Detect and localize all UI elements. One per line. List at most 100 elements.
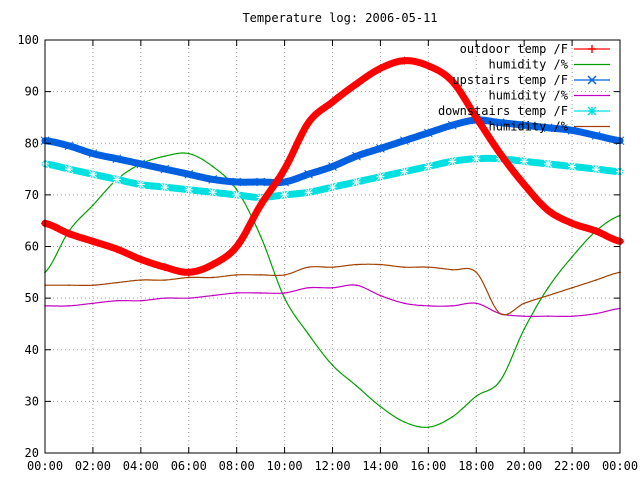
x-tick-label: 00:00 — [602, 459, 638, 473]
data-point — [400, 136, 409, 146]
data-point — [471, 154, 481, 164]
data-point — [451, 416, 454, 418]
point-marker — [280, 190, 289, 200]
point-marker — [520, 180, 529, 189]
data-point — [307, 287, 310, 289]
x-tick-label: 12:00 — [314, 459, 350, 473]
data-point — [519, 120, 529, 130]
data-point — [259, 235, 262, 237]
point-marker — [568, 219, 577, 228]
data-point — [163, 155, 166, 157]
series-6 — [44, 263, 621, 316]
point-marker — [423, 128, 433, 138]
data-point — [211, 294, 214, 297]
data-point — [403, 266, 406, 268]
data-point — [355, 385, 358, 387]
data-point — [112, 245, 121, 254]
data-point — [187, 276, 190, 279]
legend-entry: humidity /% — [489, 120, 610, 134]
data-point — [92, 284, 94, 287]
point-marker — [400, 56, 409, 65]
data-point — [160, 182, 170, 192]
data-point — [92, 302, 94, 305]
data-point — [211, 165, 214, 168]
data-point — [331, 364, 334, 367]
data-point — [187, 152, 190, 155]
point-marker — [160, 182, 170, 192]
data-point — [163, 279, 166, 281]
point-marker — [256, 201, 265, 210]
data-point — [447, 120, 457, 130]
data-point — [328, 162, 337, 171]
point-marker — [208, 175, 218, 184]
data-point — [235, 188, 238, 191]
x-tick-label: 02:00 — [75, 459, 111, 473]
data-point — [112, 175, 122, 184]
point-marker — [543, 159, 553, 169]
point-marker — [112, 154, 122, 164]
point-marker — [280, 165, 289, 174]
data-point — [307, 333, 310, 336]
data-point — [160, 263, 169, 272]
point-marker — [496, 149, 505, 158]
point-marker — [256, 177, 265, 187]
y-tick-label: 20 — [25, 446, 39, 460]
point-marker — [304, 169, 313, 179]
x-tick-label: 22:00 — [554, 459, 590, 473]
point-marker — [160, 164, 170, 174]
data-point — [136, 255, 145, 264]
data-point — [307, 266, 310, 268]
point-marker — [328, 182, 337, 192]
data-point — [447, 156, 457, 166]
x-tick-label: 00:00 — [27, 459, 63, 473]
point-marker — [447, 120, 457, 130]
data-point — [592, 227, 601, 236]
data-point — [523, 328, 525, 330]
data-point — [112, 154, 122, 164]
data-point — [591, 131, 601, 140]
data-point — [379, 263, 382, 266]
data-point — [304, 118, 313, 127]
data-point — [595, 312, 597, 315]
data-point — [499, 379, 502, 382]
point-marker — [471, 154, 481, 164]
point-marker — [376, 144, 385, 153]
point-marker — [448, 77, 457, 86]
point-marker — [184, 185, 194, 195]
data-point — [232, 177, 242, 187]
data-point — [523, 315, 525, 317]
data-point — [211, 276, 214, 279]
data-point — [184, 185, 194, 195]
legend-label: downstairs temp /F — [438, 104, 568, 118]
point-marker — [447, 156, 457, 166]
legend-marker — [587, 106, 597, 116]
point-marker — [423, 162, 433, 171]
data-point — [547, 294, 549, 297]
data-point — [571, 256, 573, 258]
data-point — [283, 274, 286, 276]
data-point — [184, 169, 194, 179]
data-point — [208, 187, 218, 197]
point-marker — [328, 162, 337, 171]
data-point — [376, 172, 385, 182]
data-point — [355, 263, 358, 266]
point-marker — [184, 268, 193, 277]
data-point — [232, 190, 242, 200]
chart-title: Temperature log: 2006-05-11 — [242, 11, 437, 25]
data-point — [403, 421, 406, 423]
data-point — [259, 292, 262, 294]
data-point — [88, 237, 97, 246]
data-point — [116, 299, 118, 302]
point-marker — [424, 61, 433, 70]
point-marker — [64, 229, 73, 238]
data-point — [400, 56, 409, 65]
data-point — [163, 297, 166, 299]
point-marker — [543, 123, 553, 133]
point-marker — [88, 237, 97, 246]
data-point — [571, 287, 573, 289]
point-marker — [400, 167, 409, 176]
data-point — [591, 164, 601, 174]
point-marker — [352, 79, 361, 88]
data-point — [423, 128, 433, 138]
